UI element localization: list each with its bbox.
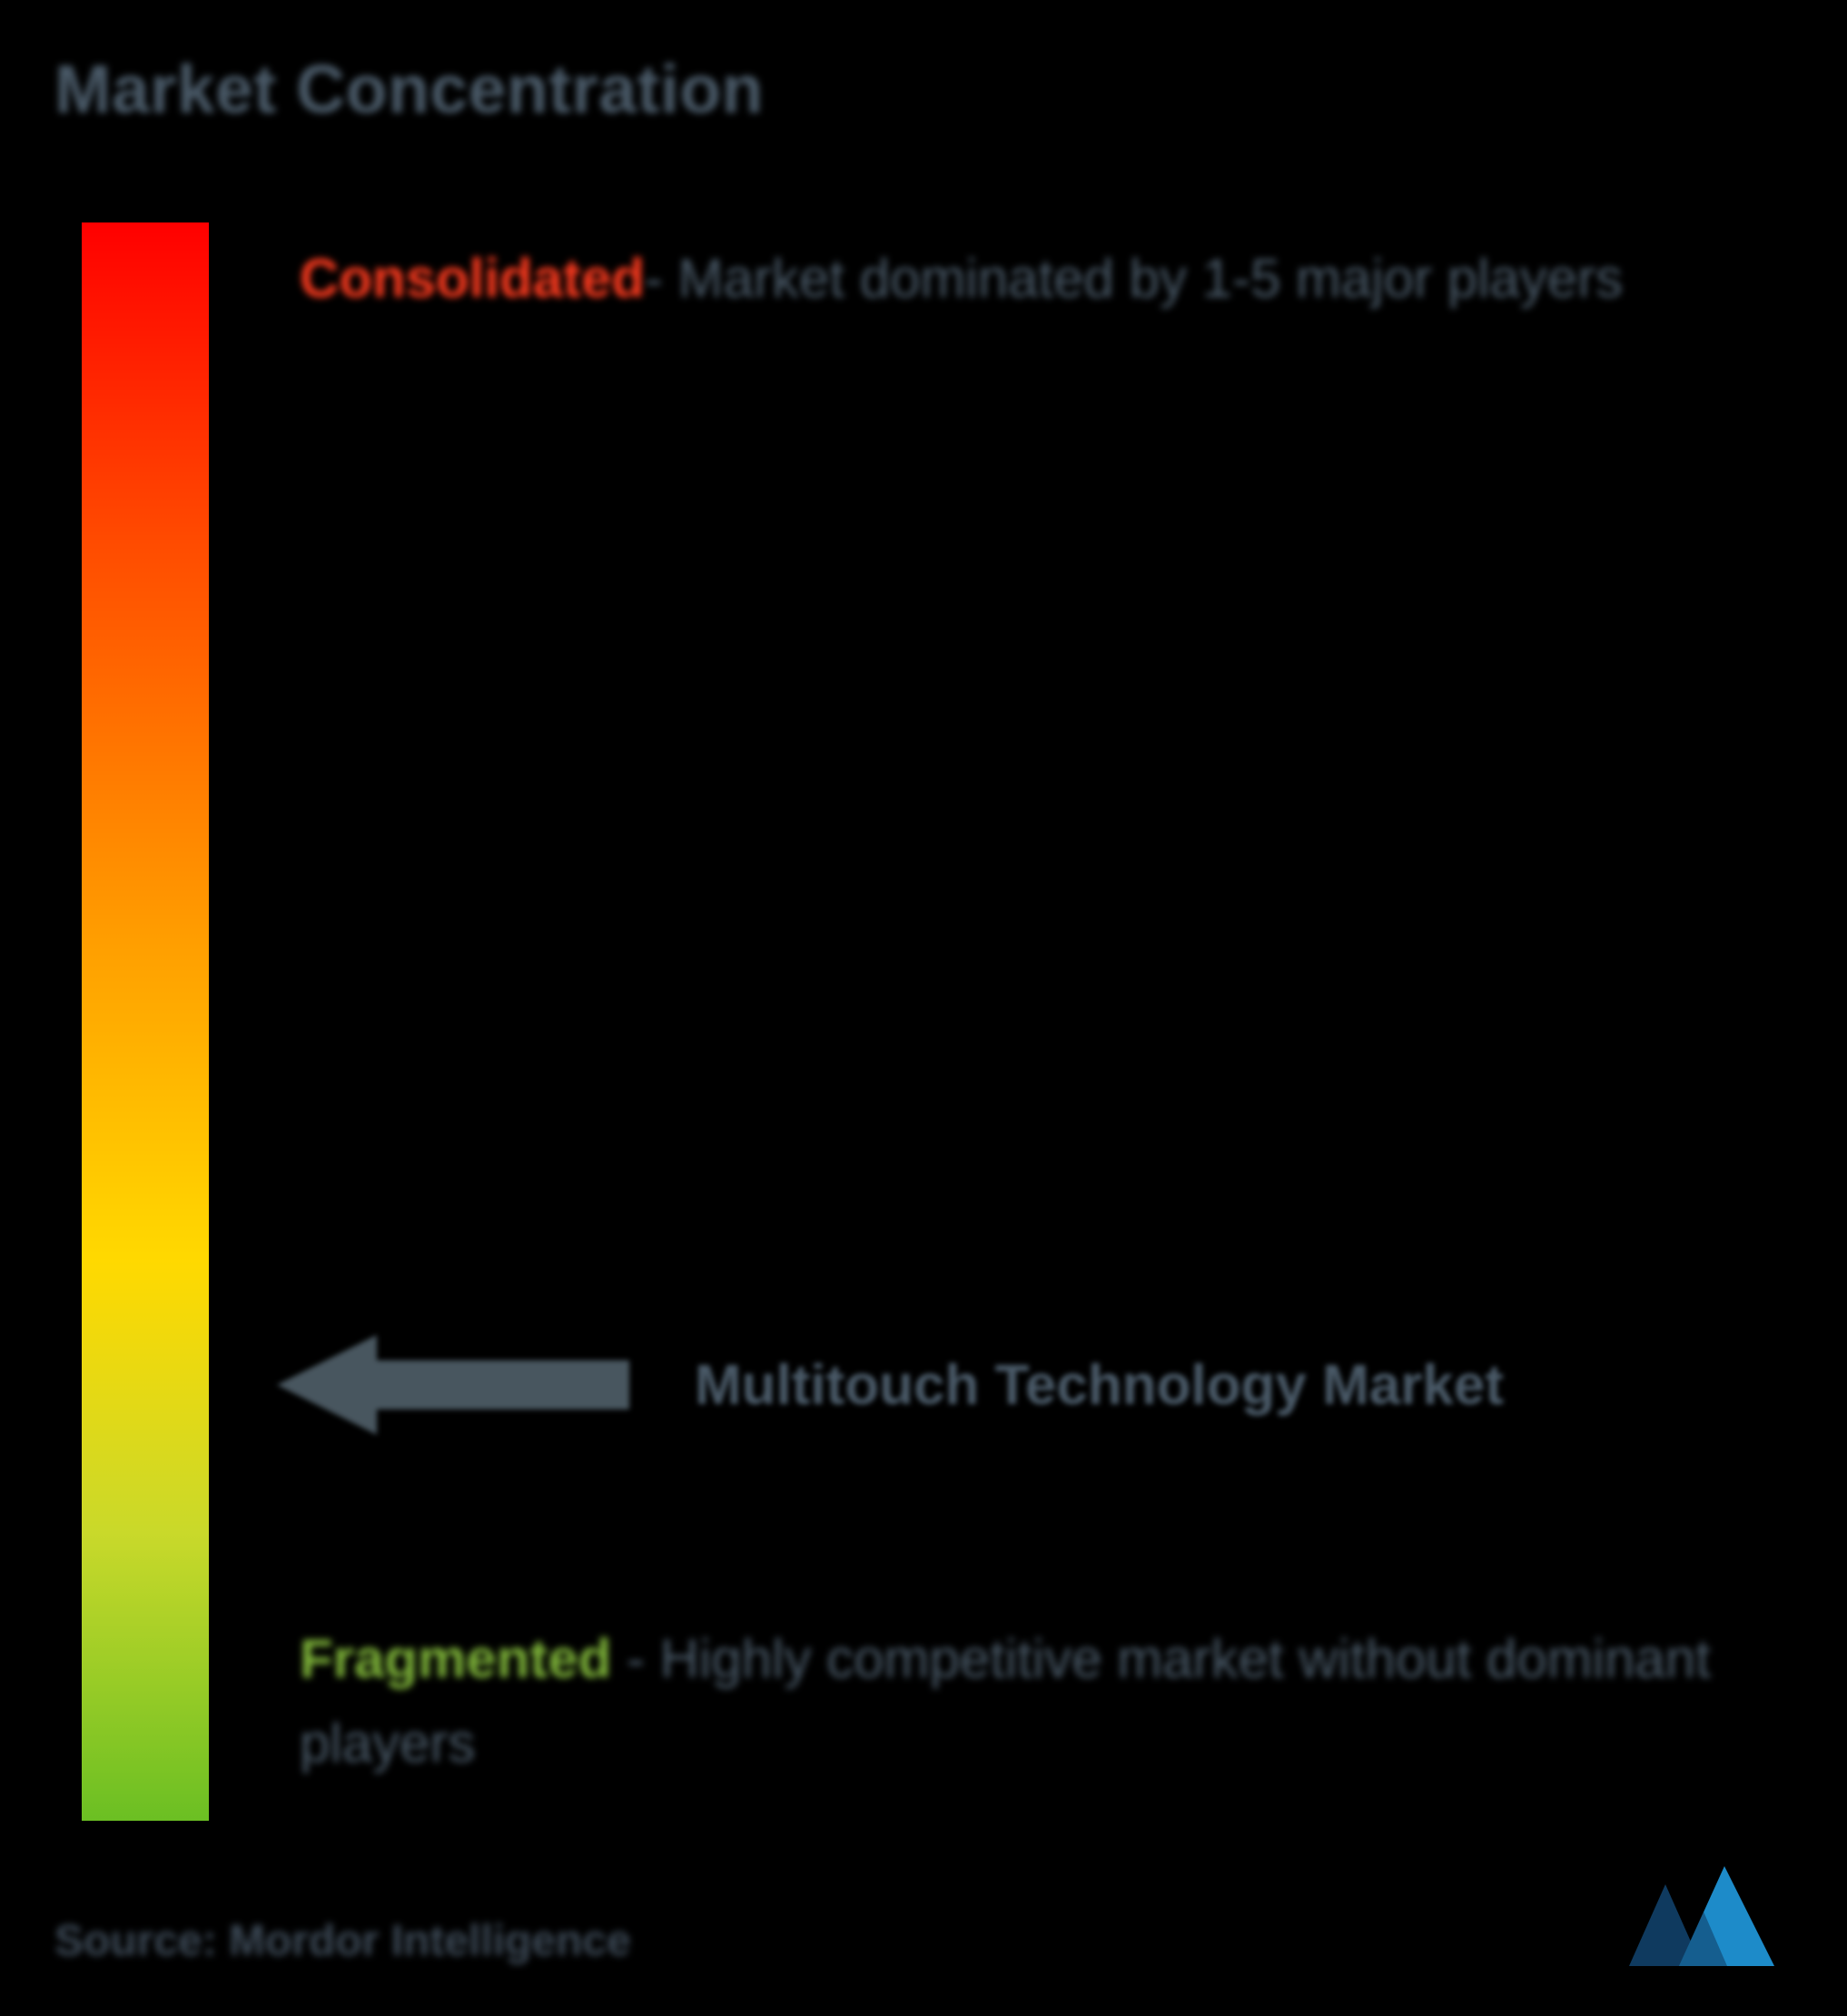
consolidated-lead: Consolidated bbox=[300, 248, 645, 309]
source-attribution: Source: Mordor Intelligence bbox=[54, 1916, 631, 1966]
fragmented-label-block: Fragmented - Highly competitive market w… bbox=[300, 1616, 1783, 1785]
fragmented-lead: Fragmented bbox=[300, 1628, 611, 1689]
concentration-gradient-bar bbox=[82, 222, 209, 1821]
chart-title: Market Concentration bbox=[54, 50, 764, 128]
mordor-logo-icon bbox=[1620, 1862, 1783, 1971]
arrow-left-icon bbox=[277, 1335, 631, 1435]
arrow-shape bbox=[277, 1335, 629, 1435]
market-name-label: Multitouch Technology Market bbox=[695, 1353, 1504, 1418]
infographic-canvas: Market Concentration Consolidated- Marke… bbox=[0, 0, 1847, 2016]
market-position-marker: Multitouch Technology Market bbox=[277, 1335, 1504, 1435]
consolidated-label-block: Consolidated- Market dominated by 1-5 ma… bbox=[300, 236, 1783, 321]
consolidated-desc: - Market dominated by 1-5 major players bbox=[645, 248, 1623, 309]
